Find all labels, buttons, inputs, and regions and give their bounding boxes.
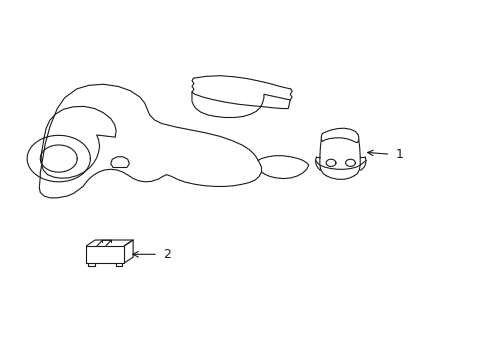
Text: 2: 2 (163, 248, 170, 261)
Text: 1: 1 (394, 148, 402, 161)
